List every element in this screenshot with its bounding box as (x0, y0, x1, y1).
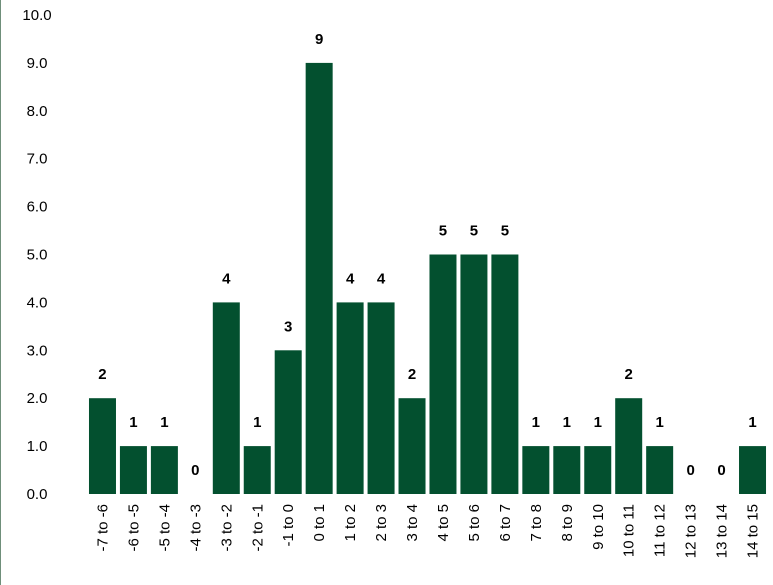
bar (119, 446, 147, 494)
y-tick-label: 0.0 (27, 486, 48, 503)
x-category-label: 3 to 4 (404, 504, 421, 542)
bar (615, 398, 643, 494)
data-label: 0 (717, 462, 725, 479)
bar (429, 254, 457, 494)
x-category-label: -3 to -2 (218, 504, 235, 552)
data-label: 1 (253, 414, 261, 431)
bar-series (88, 62, 767, 495)
bar (553, 446, 581, 494)
y-tick-label: 3.0 (27, 342, 48, 359)
x-axis: -7 to -6 -6 to -5 -5 to -4 -4 to -3 -3 to -2… (94, 504, 761, 558)
x-category-label: 4 to 5 (435, 504, 452, 542)
data-label: 1 (160, 414, 168, 431)
bar (88, 398, 116, 494)
x-category-label: 11 to 12 (652, 504, 669, 557)
x-category-label: -6 to -5 (125, 504, 142, 552)
x-category-label: -7 to -6 (94, 504, 111, 552)
bar (398, 398, 426, 494)
bar (305, 62, 333, 495)
y-tick-label: 8.0 (27, 103, 48, 120)
y-tick-label: 6.0 (27, 199, 48, 216)
bar (460, 254, 488, 494)
data-label: 1 (655, 414, 663, 431)
data-label: 4 (346, 270, 355, 287)
y-tick-label: 7.0 (27, 151, 48, 168)
bar (491, 254, 519, 494)
x-category-label: 10 to 11 (621, 504, 638, 557)
bar (646, 446, 674, 494)
y-tick-label: 9.0 (27, 55, 48, 72)
data-label: 1 (532, 414, 540, 431)
data-label: 2 (625, 366, 633, 383)
x-category-label: 1 to 2 (342, 504, 359, 542)
y-tick-label: 4.0 (27, 294, 48, 311)
data-label: 5 (439, 223, 447, 240)
bar (336, 302, 364, 494)
bar (243, 446, 271, 494)
x-category-label: 12 to 13 (683, 504, 700, 558)
y-tick-label: 2.0 (27, 390, 48, 407)
y-tick-label: 10.0 (22, 7, 51, 24)
bar (522, 446, 550, 494)
y-tick-label: 1.0 (27, 438, 48, 455)
data-labels: 2 1 1 0 4 1 3 9 4 4 2 5 5 5 1 1 1 2 1 0 0 1 (98, 31, 756, 479)
data-label: 1 (563, 414, 571, 431)
data-label: 5 (501, 223, 509, 240)
y-axis: 0.0 1.0 2.0 3.0 4.0 5.0 6.0 7.0 8.0 9.0 10.0 (22, 7, 51, 503)
x-category-label: 2 to 3 (373, 504, 390, 542)
x-category-label: 14 to 15 (745, 504, 762, 558)
data-label: 9 (315, 31, 323, 48)
x-category-label: 8 to 9 (559, 504, 576, 542)
data-label: 4 (222, 270, 231, 287)
bar (584, 446, 612, 494)
data-label: 0 (191, 462, 199, 479)
x-category-label: -4 to -3 (187, 504, 204, 552)
x-category-label: 13 to 14 (714, 504, 731, 558)
data-label: 3 (284, 318, 292, 335)
bar (150, 446, 178, 494)
data-label: 1 (748, 414, 756, 431)
x-category-label: 7 to 8 (528, 504, 545, 542)
bar (739, 446, 767, 494)
y-tick-label: 5.0 (27, 247, 48, 264)
x-category-label: -2 to -1 (249, 504, 266, 552)
x-category-label: 5 to 6 (466, 504, 483, 542)
bar (212, 302, 240, 494)
x-category-label: 9 to 10 (590, 504, 607, 550)
data-label: 4 (377, 270, 386, 287)
x-category-label: -1 to 0 (280, 504, 297, 547)
data-label: 2 (98, 366, 106, 383)
bar (367, 302, 395, 494)
x-category-label: 6 to 7 (497, 504, 514, 542)
data-label: 1 (129, 414, 137, 431)
x-category-label: 0 to 1 (311, 504, 328, 542)
bar (274, 350, 302, 494)
data-label: 0 (686, 462, 694, 479)
data-label: 2 (408, 366, 416, 383)
x-category-label: -5 to -4 (156, 504, 173, 552)
data-label: 5 (470, 223, 478, 240)
data-label: 1 (594, 414, 602, 431)
